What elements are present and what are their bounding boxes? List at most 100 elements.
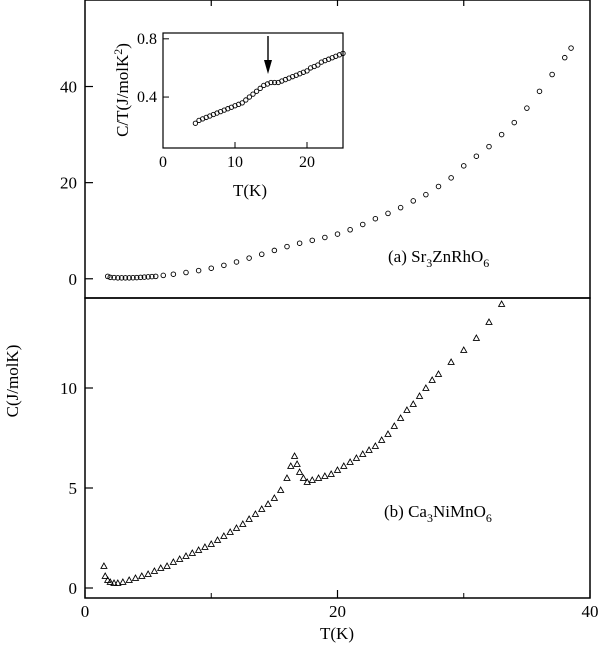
panel-b-xtick-label: 40 <box>582 602 599 621</box>
panel-b-point <box>226 528 234 535</box>
panel-a-point <box>410 198 417 204</box>
panel-a-point <box>473 153 480 159</box>
panel-a-point <box>568 45 574 51</box>
panel-a-ytick-label: 40 <box>60 78 77 97</box>
panel-b-point <box>264 500 272 507</box>
panel-a-point <box>130 274 136 281</box>
panel-a-point <box>461 163 467 169</box>
panel-b-data <box>100 300 506 586</box>
panel-b-frame <box>84 297 591 599</box>
panel-b-label: (b) Ca3NiMnO6 <box>384 502 492 525</box>
panel-a-point <box>233 259 240 265</box>
inset-x-axis-title: T(K) <box>233 181 267 200</box>
panel-a-point <box>435 183 442 190</box>
panel-b-point <box>194 546 203 553</box>
panel-a-ticks: 0 20 40 <box>60 0 465 289</box>
panel-b-point <box>119 578 127 585</box>
panel-b-point <box>314 474 323 481</box>
inset-xtick-label: 20 <box>299 154 315 171</box>
panel-b-point <box>239 520 247 527</box>
inset-point <box>239 100 245 106</box>
inset-point <box>340 50 346 57</box>
panel-a-point <box>360 221 366 228</box>
panel-a-label: (a) Sr3ZnRhO6 <box>388 247 489 270</box>
panel-b-point <box>175 555 184 562</box>
panel-b-point <box>352 454 361 461</box>
panel-b-point <box>110 579 118 586</box>
panel-b-point <box>276 486 285 493</box>
panel-a-point <box>221 262 227 269</box>
panel-b-point <box>377 436 386 443</box>
panel-a-point <box>448 175 454 181</box>
inset-point <box>271 79 278 86</box>
panel-b-point <box>485 318 493 325</box>
panel-a-point <box>137 274 144 281</box>
inset-point <box>304 68 310 74</box>
panel-a-point <box>195 267 202 274</box>
panel-b-point <box>131 574 140 581</box>
panel-b-point <box>396 414 405 421</box>
panel-b-point <box>156 564 165 571</box>
inset-ytick-label: 0.8 <box>137 31 157 48</box>
inset-point <box>315 62 321 68</box>
panel-a-point <box>397 204 404 211</box>
panel-b-point <box>371 442 380 449</box>
panel-a-label-sub2: 6 <box>483 256 489 270</box>
panel-a-point <box>284 243 290 250</box>
panel-b-ytick-label: 5 <box>69 479 78 498</box>
inset-point <box>192 120 199 126</box>
panel-b-point <box>201 543 209 550</box>
panel-a-point <box>115 275 121 281</box>
panel-a-label-prefix: (a) Sr <box>388 247 427 266</box>
panel-a-point <box>511 119 518 126</box>
inset-ticks: 0 10 20 0.4 0.8 <box>137 31 315 171</box>
panel-b-point <box>188 549 197 556</box>
panel-b-point <box>472 334 481 341</box>
panel-b-point <box>384 430 392 437</box>
panel-a-point <box>111 274 117 281</box>
inset-point <box>243 97 249 103</box>
panel-b-point <box>390 422 399 429</box>
panel-a-point <box>104 273 111 280</box>
panel-b-point <box>403 406 411 413</box>
panel-b-xtick-label: 20 <box>329 602 346 621</box>
panel-b-point <box>101 572 109 579</box>
inset-point <box>257 85 263 91</box>
panel-b-point <box>447 358 455 365</box>
panel-a-point <box>347 226 353 233</box>
panel-b-point <box>365 446 373 453</box>
panel-a-point <box>259 251 265 258</box>
inset-y-title-main: C/T(J/molK <box>113 54 132 137</box>
inset-arrow <box>264 36 272 74</box>
panel-a-point <box>118 275 125 281</box>
panel-b-point <box>321 472 329 479</box>
panel-a-data <box>104 45 574 281</box>
panel-a-point <box>145 274 151 280</box>
panel-b-label-mid: NiMnO <box>433 502 486 521</box>
panel-b-point <box>144 570 152 577</box>
panel-b-point <box>103 576 112 583</box>
panel-a-point <box>334 231 341 237</box>
panel-b-label-sub1: 3 <box>427 511 433 525</box>
panel-b-point <box>150 567 159 574</box>
panel-a-point <box>170 271 177 277</box>
panel-b-ytick-label: 0 <box>69 579 78 598</box>
panel-a-point <box>107 274 113 281</box>
panel-b-point <box>415 392 424 399</box>
inset-ytick-label: 0.4 <box>137 89 157 106</box>
panel-a-point <box>134 274 140 281</box>
panel-b-point <box>283 474 291 481</box>
panel-a-point <box>549 71 555 78</box>
panel-a-point <box>536 88 543 95</box>
panel-b-label-sub2: 6 <box>486 511 492 525</box>
panel-a-point <box>183 269 189 276</box>
panel-b-point <box>232 524 241 531</box>
panel-a-ytick-label: 0 <box>69 270 78 289</box>
inset-point <box>253 88 260 94</box>
inset-data <box>192 50 346 126</box>
panel-a-ytick-label: 20 <box>60 174 77 193</box>
panel-b-point <box>459 346 468 353</box>
inset-xtick-label: 10 <box>227 154 243 171</box>
panel-b-point <box>340 462 348 469</box>
